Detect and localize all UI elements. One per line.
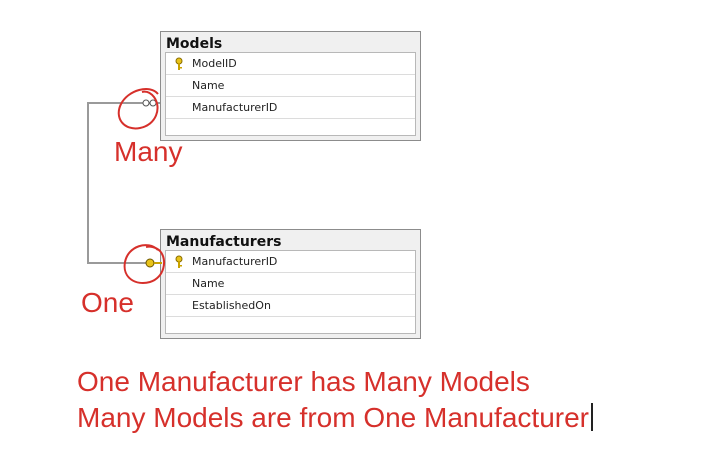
- caption-line-1-text: One Manufacturer has Many Models: [77, 366, 530, 397]
- column-name: Name: [192, 277, 225, 290]
- models-row-manufacturerid[interactable]: ManufacturerID: [166, 97, 415, 119]
- models-row-modelid[interactable]: ModelID: [166, 53, 415, 75]
- primary-key-icon: [175, 255, 183, 268]
- caption-line-1: One Manufacturer has Many Models: [77, 366, 530, 398]
- manufacturers-row-establishedon[interactable]: EstablishedOn: [166, 295, 415, 317]
- many-label: Many: [114, 136, 183, 167]
- manufacturers-row-manufacturerid[interactable]: ManufacturerID: [166, 251, 415, 273]
- models-column-grid: ModelID Name ManufacturerID: [165, 52, 416, 136]
- manufacturers-column-grid: ManufacturerID Name EstablishedOn: [165, 250, 416, 334]
- column-name: ModelID: [192, 57, 237, 70]
- column-name: ManufacturerID: [192, 255, 278, 268]
- models-row-name[interactable]: Name: [166, 75, 415, 97]
- caption-line-2: Many Models are from One Manufacturer: [77, 402, 593, 434]
- caption-line-2-text: Many Models are from One Manufacturer: [77, 402, 589, 433]
- models-table-title: Models: [166, 36, 223, 52]
- models-table[interactable]: Models ModelID Name ManufacturerID: [160, 31, 421, 141]
- manufacturers-table-title: Manufacturers: [166, 234, 282, 250]
- many-end-red-circle: [117, 88, 159, 130]
- one-label: One: [81, 287, 134, 318]
- column-name: ManufacturerID: [192, 101, 278, 114]
- column-name: Name: [192, 79, 225, 92]
- primary-key-icon: [175, 57, 183, 70]
- column-name: EstablishedOn: [192, 299, 271, 312]
- text-cursor: [590, 403, 593, 431]
- manufacturers-row-name[interactable]: Name: [166, 273, 415, 295]
- one-end-red-circle: [123, 244, 166, 284]
- one-end-key-icon: [145, 258, 162, 268]
- manufacturers-table[interactable]: Manufacturers ManufacturerID Name Establ…: [160, 229, 421, 339]
